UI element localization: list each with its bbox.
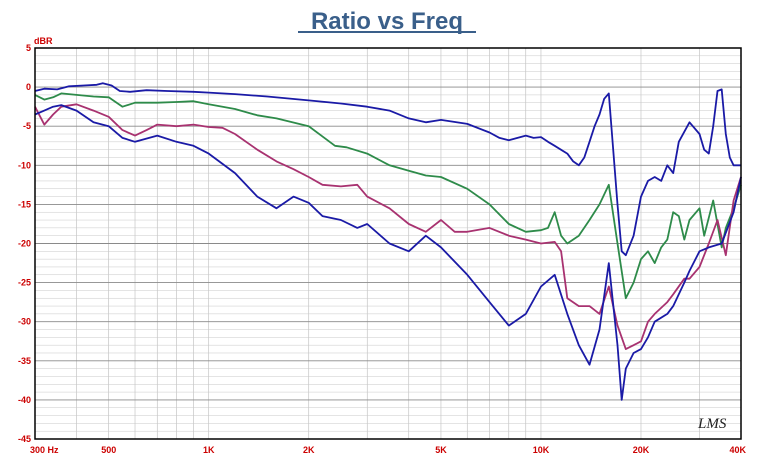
plot-frame xyxy=(34,47,742,440)
chart-title: Ratio vs Freq xyxy=(311,8,463,35)
series-lines xyxy=(34,82,742,401)
x-tick-label: 300 Hz xyxy=(30,445,59,455)
y-tick-label: -5 xyxy=(23,121,31,131)
y-tick-label: -10 xyxy=(18,160,31,170)
x-tick-label: 2K xyxy=(303,445,315,455)
x-tick-label: 20K xyxy=(633,445,650,455)
series-line-4 xyxy=(34,104,742,401)
lms-logo: LMS xyxy=(697,416,727,432)
x-tick-label: 5K xyxy=(435,445,447,455)
x-tick-label: 10K xyxy=(533,445,550,455)
series-line-3 xyxy=(34,103,742,350)
y-tick-label: -40 xyxy=(18,395,31,405)
y-tick-label: 5 xyxy=(26,43,31,53)
y-tick-label: -20 xyxy=(18,239,31,249)
series-line-1 xyxy=(34,82,741,257)
series-line-2 xyxy=(34,92,742,300)
y-tick-label: -15 xyxy=(18,199,31,209)
y-tick-label: -30 xyxy=(18,317,31,327)
x-tick-label: 40K xyxy=(729,445,746,455)
y-tick-label: -35 xyxy=(18,356,31,366)
x-tick-label: 1K xyxy=(203,445,215,455)
y-tick-label: -25 xyxy=(18,278,31,288)
x-tick-label: 500 xyxy=(101,445,116,455)
y-tick-label: 0 xyxy=(26,82,31,92)
grid xyxy=(35,48,741,439)
y-tick-label: -45 xyxy=(18,434,31,444)
y-axis-unit-label: dBR xyxy=(34,36,53,46)
